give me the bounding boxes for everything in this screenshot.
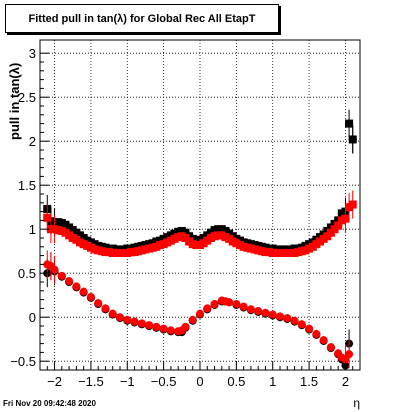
series-3 [43, 250, 354, 370]
data-point-circle [261, 308, 270, 317]
y-tick-label: 2.5 [18, 90, 36, 105]
series-1 [43, 190, 357, 257]
x-tick-label: 1.5 [300, 374, 318, 389]
data-point-circle [297, 320, 306, 329]
data-point-circle [276, 312, 284, 321]
grid [40, 40, 360, 370]
y-axis-label: pull in tan(λ) [7, 62, 22, 140]
data-point-circle [283, 314, 292, 323]
chart-title: Fitted pull in tan(λ) for Global Rec All… [5, 4, 279, 33]
y-tick-label: 2 [29, 134, 36, 149]
data-point-circle [232, 300, 241, 308]
data-point-circle [312, 329, 321, 338]
data-point-circle [345, 350, 354, 359]
data-point-circle [145, 321, 154, 330]
data-point-circle [254, 307, 263, 316]
data-point-circle [210, 300, 219, 308]
data-point-circle [130, 317, 139, 326]
data-point-circle [181, 322, 190, 331]
data-point-square [348, 200, 357, 209]
data-point-circle [65, 277, 74, 286]
y-tick-label: −0.5 [10, 354, 36, 369]
x-tick-label: −1.5 [78, 374, 104, 389]
data-point-square [345, 119, 354, 128]
data-point-circle [123, 315, 132, 324]
data-point-circle [326, 343, 335, 352]
x-tick-label: −0.5 [151, 374, 177, 389]
y-tick-label: 1 [29, 222, 36, 237]
x-tick-label: 0.5 [227, 374, 245, 389]
data-point-circle [159, 324, 168, 333]
data-point-circle [137, 319, 146, 328]
y-tick-label: 3 [29, 46, 36, 61]
data-point-circle [116, 313, 124, 322]
data-point-square [341, 214, 350, 223]
data-point-circle [268, 310, 277, 319]
x-tick-label: 1 [269, 374, 276, 389]
data-point-circle [72, 282, 81, 291]
data-point-square [43, 213, 52, 222]
y-tick-label: 0.5 [18, 266, 36, 281]
data-point-circle [57, 271, 66, 280]
x-tick-label: −2 [47, 374, 62, 389]
y-tick-label: 0 [29, 310, 36, 325]
x-tick-label: 0 [196, 374, 203, 389]
data-point-circle [319, 336, 328, 345]
x-axis-label: η [353, 396, 360, 410]
data-point-circle [348, 135, 357, 144]
data-point-circle [50, 265, 59, 274]
data-point-circle [203, 304, 212, 313]
axis-ticks: −2 −1.5 −1 −0.5 0 0.5 1 1.5 2 −0.5 0 0.5 1 1.5 2 2.5 3 [10, 46, 354, 389]
x-tick-label: 2 [342, 374, 349, 389]
data-point-circle [196, 309, 204, 318]
data-point-square [334, 221, 343, 230]
data-point-circle [79, 287, 88, 296]
data-point-circle [246, 305, 255, 314]
data-point-circle [101, 304, 110, 313]
data-point-circle [152, 322, 161, 331]
data-point-circle [305, 324, 314, 333]
data-point-circle [225, 298, 234, 307]
data-point-circle [239, 302, 248, 311]
y-tick-label: 1.5 [18, 178, 36, 193]
x-tick-label: −1 [120, 374, 135, 389]
data-point-circle [290, 316, 299, 325]
data-point-circle [188, 315, 197, 324]
data-point-circle [94, 299, 103, 308]
data-point-circle [86, 292, 95, 301]
data-point-circle [166, 326, 175, 335]
data-point-circle [108, 309, 117, 318]
datestamp: Fri Nov 20 09:42:48 2020 [3, 399, 96, 408]
series-layer [43, 109, 357, 370]
